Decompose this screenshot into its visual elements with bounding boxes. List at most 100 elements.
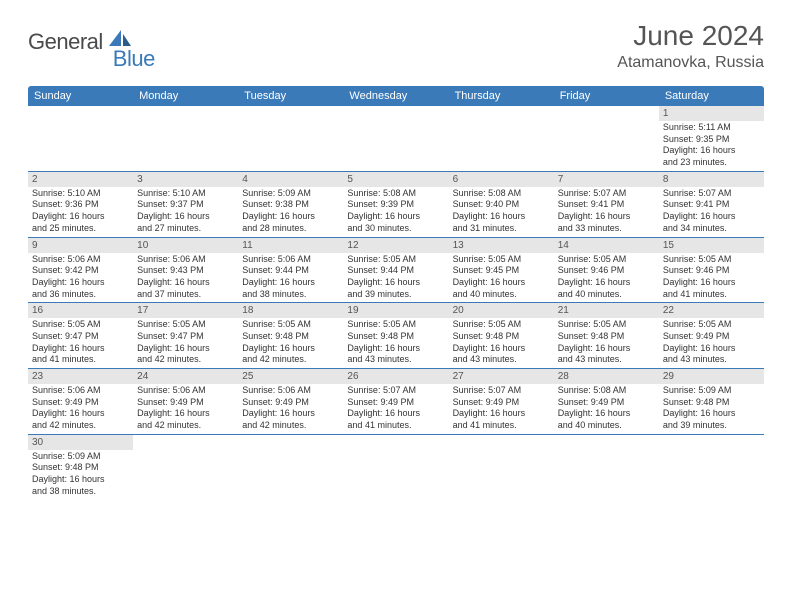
day-number: 25 xyxy=(238,369,343,384)
daylight-line2: and 40 minutes. xyxy=(558,289,655,301)
day-details: Sunrise: 5:06 AMSunset: 9:49 PMDaylight:… xyxy=(238,384,343,434)
calendar-table: SundayMondayTuesdayWednesdayThursdayFrid… xyxy=(28,86,764,500)
day-number: 1 xyxy=(659,106,764,121)
empty-cell xyxy=(238,106,343,171)
header: General Blue June 2024 Atamanovka, Russi… xyxy=(28,20,764,72)
day-header: Sunday xyxy=(28,86,133,106)
sunset: Sunset: 9:39 PM xyxy=(347,199,444,211)
day-number: 6 xyxy=(449,172,554,187)
sunset: Sunset: 9:45 PM xyxy=(453,265,550,277)
daylight-line1: Daylight: 16 hours xyxy=(663,145,760,157)
sunrise: Sunrise: 5:05 AM xyxy=(137,319,234,331)
day-number: 12 xyxy=(343,238,448,253)
sunrise: Sunrise: 5:05 AM xyxy=(453,319,550,331)
empty-cell xyxy=(28,106,133,171)
sunrise: Sunrise: 5:05 AM xyxy=(347,319,444,331)
daylight-line2: and 31 minutes. xyxy=(453,223,550,235)
daylight-line1: Daylight: 16 hours xyxy=(242,343,339,355)
day-cell: 18Sunrise: 5:05 AMSunset: 9:48 PMDayligh… xyxy=(238,303,343,369)
day-details: Sunrise: 5:06 AMSunset: 9:49 PMDaylight:… xyxy=(133,384,238,434)
calendar-row: 30Sunrise: 5:09 AMSunset: 9:48 PMDayligh… xyxy=(28,434,764,499)
daylight-line2: and 38 minutes. xyxy=(32,486,129,498)
daylight-line2: and 43 minutes. xyxy=(453,354,550,366)
day-number: 9 xyxy=(28,238,133,253)
day-cell: 21Sunrise: 5:05 AMSunset: 9:48 PMDayligh… xyxy=(554,303,659,369)
day-details: Sunrise: 5:06 AMSunset: 9:43 PMDaylight:… xyxy=(133,253,238,303)
logo: General Blue xyxy=(28,20,155,64)
sunset: Sunset: 9:42 PM xyxy=(32,265,129,277)
daylight-line2: and 33 minutes. xyxy=(558,223,655,235)
day-details: Sunrise: 5:07 AMSunset: 9:41 PMDaylight:… xyxy=(554,187,659,237)
day-number: 30 xyxy=(28,435,133,450)
day-header: Monday xyxy=(133,86,238,106)
sunset: Sunset: 9:49 PM xyxy=(32,397,129,409)
calendar-row: 2Sunrise: 5:10 AMSunset: 9:36 PMDaylight… xyxy=(28,171,764,237)
sunrise: Sunrise: 5:05 AM xyxy=(32,319,129,331)
day-number: 16 xyxy=(28,303,133,318)
day-number: 22 xyxy=(659,303,764,318)
daylight-line2: and 41 minutes. xyxy=(453,420,550,432)
daylight-line1: Daylight: 16 hours xyxy=(32,277,129,289)
day-cell: 13Sunrise: 5:05 AMSunset: 9:45 PMDayligh… xyxy=(449,237,554,303)
daylight-line2: and 37 minutes. xyxy=(137,289,234,301)
logo-text-general: General xyxy=(28,29,103,55)
day-number: 2 xyxy=(28,172,133,187)
sunset: Sunset: 9:38 PM xyxy=(242,199,339,211)
daylight-line2: and 43 minutes. xyxy=(663,354,760,366)
daylight-line2: and 36 minutes. xyxy=(32,289,129,301)
empty-cell xyxy=(238,434,343,499)
day-cell: 20Sunrise: 5:05 AMSunset: 9:48 PMDayligh… xyxy=(449,303,554,369)
daylight-line2: and 30 minutes. xyxy=(347,223,444,235)
empty-cell xyxy=(554,106,659,171)
sunrise: Sunrise: 5:08 AM xyxy=(558,385,655,397)
day-number: 3 xyxy=(133,172,238,187)
calendar-row: 1Sunrise: 5:11 AMSunset: 9:35 PMDaylight… xyxy=(28,106,764,171)
day-cell: 5Sunrise: 5:08 AMSunset: 9:39 PMDaylight… xyxy=(343,171,448,237)
sunrise: Sunrise: 5:09 AM xyxy=(242,188,339,200)
daylight-line1: Daylight: 16 hours xyxy=(32,343,129,355)
day-details: Sunrise: 5:07 AMSunset: 9:49 PMDaylight:… xyxy=(343,384,448,434)
empty-cell xyxy=(133,106,238,171)
day-cell: 24Sunrise: 5:06 AMSunset: 9:49 PMDayligh… xyxy=(133,369,238,435)
daylight-line2: and 42 minutes. xyxy=(137,420,234,432)
sunset: Sunset: 9:48 PM xyxy=(32,462,129,474)
sunrise: Sunrise: 5:07 AM xyxy=(347,385,444,397)
daylight-line1: Daylight: 16 hours xyxy=(242,277,339,289)
daylight-line1: Daylight: 16 hours xyxy=(663,408,760,420)
sunrise: Sunrise: 5:06 AM xyxy=(137,385,234,397)
day-number: 19 xyxy=(343,303,448,318)
sunrise: Sunrise: 5:05 AM xyxy=(663,319,760,331)
day-header: Thursday xyxy=(449,86,554,106)
day-header: Wednesday xyxy=(343,86,448,106)
daylight-line2: and 39 minutes. xyxy=(663,420,760,432)
daylight-line1: Daylight: 16 hours xyxy=(663,211,760,223)
daylight-line1: Daylight: 16 hours xyxy=(663,277,760,289)
sunrise: Sunrise: 5:10 AM xyxy=(32,188,129,200)
sunrise: Sunrise: 5:08 AM xyxy=(453,188,550,200)
sunset: Sunset: 9:37 PM xyxy=(137,199,234,211)
sunrise: Sunrise: 5:06 AM xyxy=(32,254,129,266)
sunset: Sunset: 9:40 PM xyxy=(453,199,550,211)
day-cell: 25Sunrise: 5:06 AMSunset: 9:49 PMDayligh… xyxy=(238,369,343,435)
daylight-line2: and 40 minutes. xyxy=(453,289,550,301)
daylight-line1: Daylight: 16 hours xyxy=(558,343,655,355)
sunset: Sunset: 9:43 PM xyxy=(137,265,234,277)
sunrise: Sunrise: 5:08 AM xyxy=(347,188,444,200)
day-cell: 10Sunrise: 5:06 AMSunset: 9:43 PMDayligh… xyxy=(133,237,238,303)
daylight-line1: Daylight: 16 hours xyxy=(347,277,444,289)
daylight-line2: and 41 minutes. xyxy=(32,354,129,366)
calendar-row: 16Sunrise: 5:05 AMSunset: 9:47 PMDayligh… xyxy=(28,303,764,369)
day-details: Sunrise: 5:10 AMSunset: 9:37 PMDaylight:… xyxy=(133,187,238,237)
daylight-line2: and 42 minutes. xyxy=(242,420,339,432)
daylight-line1: Daylight: 16 hours xyxy=(347,343,444,355)
day-cell: 12Sunrise: 5:05 AMSunset: 9:44 PMDayligh… xyxy=(343,237,448,303)
daylight-line2: and 28 minutes. xyxy=(242,223,339,235)
day-details: Sunrise: 5:11 AMSunset: 9:35 PMDaylight:… xyxy=(659,121,764,171)
sunset: Sunset: 9:46 PM xyxy=(663,265,760,277)
daylight-line1: Daylight: 16 hours xyxy=(242,408,339,420)
sunset: Sunset: 9:48 PM xyxy=(242,331,339,343)
daylight-line2: and 34 minutes. xyxy=(663,223,760,235)
day-cell: 6Sunrise: 5:08 AMSunset: 9:40 PMDaylight… xyxy=(449,171,554,237)
sunset: Sunset: 9:48 PM xyxy=(347,331,444,343)
daylight-line1: Daylight: 16 hours xyxy=(137,211,234,223)
